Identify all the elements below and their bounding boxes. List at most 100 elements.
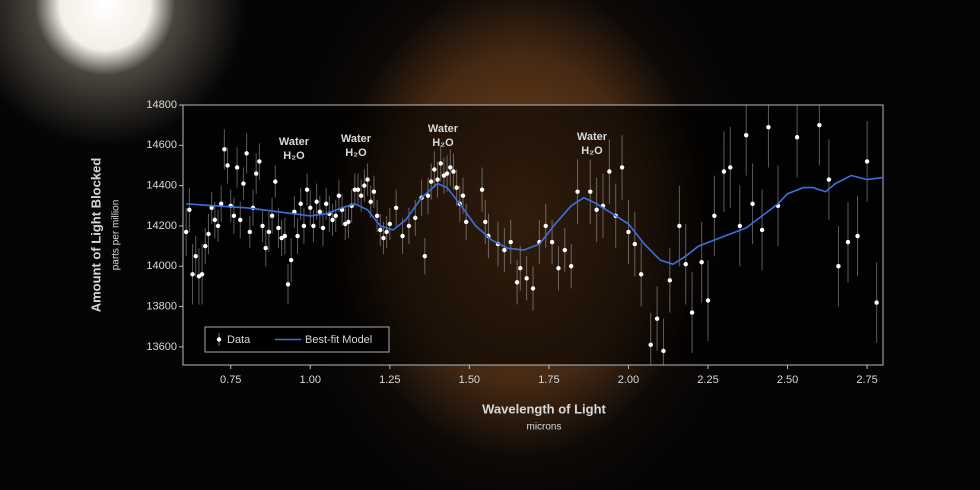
- data-point: [368, 199, 373, 204]
- data-point: [387, 221, 393, 227]
- x-tick-label: 2.25: [697, 374, 718, 386]
- data-point: [301, 223, 307, 229]
- y-tick-label: 14400: [146, 180, 177, 192]
- x-tick-label: 1.25: [379, 374, 400, 386]
- data-point: [677, 223, 682, 229]
- data-point: [196, 274, 202, 279]
- data-point: [378, 227, 383, 233]
- annotation-formula: H₂O: [283, 150, 305, 162]
- y-tick-label: 14200: [146, 220, 177, 232]
- data-point: [199, 272, 205, 277]
- data-point: [279, 235, 284, 241]
- data-point: [826, 177, 832, 182]
- data-point: [323, 201, 329, 206]
- x-tick-label: 2.50: [777, 374, 798, 386]
- data-point: [190, 272, 195, 277]
- data-point: [594, 207, 599, 213]
- data-point: [444, 171, 450, 176]
- data-point: [448, 165, 453, 170]
- data-point: [282, 233, 288, 239]
- data-point: [234, 165, 240, 170]
- data-point: [209, 205, 214, 210]
- data-point: [454, 185, 459, 190]
- data-point: [222, 147, 227, 152]
- data-point: [320, 225, 326, 231]
- annotation-formula: H₂O: [581, 145, 603, 157]
- data-point: [203, 243, 208, 249]
- annotation-formula: H₂O: [432, 137, 454, 149]
- data-point: [317, 209, 323, 215]
- data-point: [750, 201, 755, 206]
- data-point: [479, 187, 485, 192]
- y-tick-label: 13600: [146, 341, 177, 353]
- data-point: [441, 173, 447, 178]
- data-point: [295, 233, 300, 239]
- data-point: [794, 135, 800, 140]
- data-point: [721, 169, 727, 174]
- data-point: [400, 233, 405, 239]
- data-point: [218, 201, 224, 206]
- data-point: [413, 215, 418, 221]
- data-point: [626, 229, 631, 235]
- data-point: [667, 278, 673, 283]
- plot: [183, 105, 883, 365]
- x-tick-label: 1.50: [459, 374, 480, 386]
- data-point: [632, 241, 638, 247]
- data-point: [187, 207, 192, 213]
- data-point: [607, 169, 612, 174]
- data-point: [215, 223, 221, 229]
- data-point: [530, 286, 536, 291]
- x-tick-label: 2.00: [618, 374, 639, 386]
- data-point: [247, 229, 253, 235]
- data-point: [308, 205, 313, 210]
- data-point: [728, 165, 733, 170]
- data-point: [269, 213, 275, 219]
- data-point: [864, 159, 870, 164]
- y-axis-subtitle: parts per million: [111, 200, 122, 271]
- data-point: [298, 201, 303, 206]
- data-point: [393, 205, 399, 210]
- data-point: [266, 229, 272, 235]
- data-point: [330, 217, 335, 223]
- data-point: [689, 310, 695, 315]
- data-point: [343, 221, 348, 227]
- data-point: [638, 272, 644, 277]
- data-point: [438, 161, 443, 166]
- data-point: [463, 219, 469, 225]
- data-point: [874, 300, 879, 305]
- y-tick-label: 14600: [146, 139, 177, 151]
- data-point: [432, 167, 437, 172]
- data-point: [276, 225, 281, 231]
- data-point: [845, 239, 851, 245]
- data-point: [556, 266, 561, 271]
- data-point: [514, 280, 520, 285]
- data-point: [273, 179, 278, 184]
- model-line: [186, 174, 883, 266]
- data-point: [766, 124, 771, 130]
- data-point: [263, 245, 268, 251]
- data-point: [661, 348, 666, 354]
- legend-swatch: [216, 337, 222, 342]
- x-axis-subtitle: microns: [526, 422, 561, 433]
- data-point: [374, 213, 380, 219]
- y-tick-label: 14800: [146, 99, 177, 111]
- data-point: [518, 266, 523, 271]
- x-tick-label: 0.75: [220, 374, 241, 386]
- data-point: [543, 223, 548, 229]
- data-point: [759, 227, 765, 233]
- data-point: [855, 233, 860, 239]
- data-point: [285, 282, 291, 287]
- data-point: [333, 213, 338, 219]
- data-point: [381, 235, 386, 241]
- data-point: [406, 223, 412, 229]
- plot-area: [182, 104, 884, 366]
- data-point: [502, 247, 507, 253]
- x-tick-label: 1.75: [538, 374, 559, 386]
- data-point: [743, 133, 749, 138]
- data-point: [257, 159, 262, 164]
- data-point: [304, 187, 310, 192]
- data-point: [451, 169, 456, 174]
- annotation: Water: [577, 131, 608, 143]
- data-point: [549, 239, 555, 245]
- data-point: [836, 264, 841, 269]
